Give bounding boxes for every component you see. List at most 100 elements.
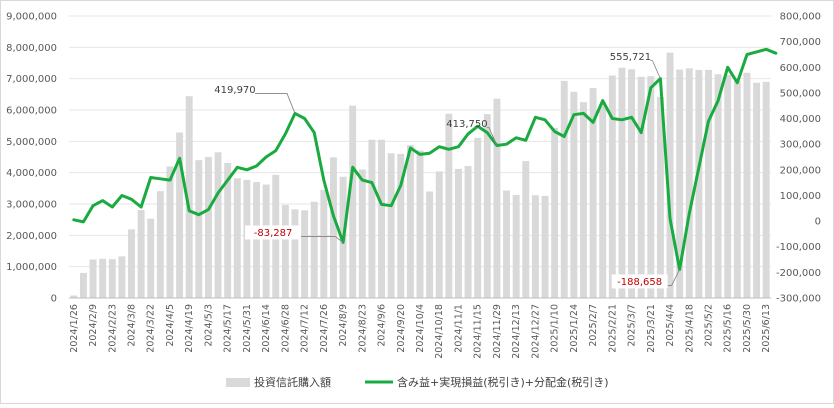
bar — [551, 128, 558, 298]
legend-label-bar: 投資信託購入額 — [254, 375, 331, 389]
legend-label-line: 含み益+実現損益(税引き)+分配金(税引き) — [397, 375, 609, 389]
right-tick-label: 700,000 — [780, 37, 821, 48]
right-tick-label: -300,000 — [776, 294, 821, 305]
x-tick-label: 2025/1/24 — [569, 304, 580, 353]
bar — [292, 209, 299, 298]
x-tick-label: 2025/4/18 — [684, 304, 695, 353]
legend-swatch-bar — [226, 378, 250, 387]
bar — [263, 185, 270, 298]
x-tick-label: 2024/1/26 — [69, 304, 80, 353]
x-tick-label: 2024/11/1 — [453, 304, 464, 353]
x-tick-label: 2025/2/21 — [607, 304, 618, 353]
right-y-axis: -300,000-200,000-100,0000100,000200,0003… — [776, 12, 821, 305]
x-tick-label: 2024/8/23 — [357, 304, 368, 353]
x-tick-label: 2025/5/16 — [723, 304, 734, 353]
bar — [484, 114, 491, 298]
x-tick-label: 2025/3/7 — [627, 304, 638, 347]
bar — [542, 196, 549, 298]
bar — [90, 259, 97, 298]
bar — [359, 170, 366, 298]
bar — [513, 195, 520, 298]
left-tick-label: 3,000,000 — [6, 200, 57, 211]
bar — [330, 157, 337, 298]
callout-label: 555,721 — [610, 52, 651, 63]
left-tick-label: 7,000,000 — [6, 74, 57, 85]
x-tick-label: 2024/7/26 — [319, 304, 330, 353]
bar — [109, 259, 116, 298]
bar — [234, 178, 241, 298]
x-tick-label: 2024/6/14 — [261, 304, 272, 353]
bar — [282, 205, 289, 298]
right-tick-label: 800,000 — [780, 12, 821, 23]
x-tick-label: 2024/5/31 — [242, 304, 253, 353]
x-tick-label: 2025/3/21 — [646, 304, 657, 353]
x-tick-label: 2024/9/6 — [377, 304, 388, 347]
bar — [503, 191, 510, 298]
x-tick-label: 2024/4/19 — [184, 304, 195, 353]
bar — [368, 140, 375, 298]
bar — [80, 273, 87, 298]
bar — [474, 138, 481, 298]
x-tick-label: 2025/4/4 — [665, 304, 676, 347]
callout-label: -83,287 — [254, 228, 293, 239]
bar — [647, 76, 654, 298]
bar — [445, 114, 452, 298]
bar — [138, 210, 145, 298]
x-tick-label: 2024/3/22 — [146, 304, 157, 353]
bar-series-purchase-amount — [70, 53, 769, 298]
bar — [407, 145, 414, 298]
x-tick-label: 2024/10/18 — [434, 304, 445, 359]
bar — [195, 160, 202, 298]
x-tick-label: 2024/11/15 — [473, 304, 484, 359]
bar — [436, 171, 443, 298]
right-tick-label: 0 — [815, 217, 821, 228]
left-tick-label: 9,000,000 — [6, 12, 57, 23]
bar — [320, 190, 327, 298]
right-tick-label: -100,000 — [776, 242, 821, 253]
right-tick-label: 600,000 — [780, 63, 821, 74]
right-tick-label: -200,000 — [776, 268, 821, 279]
x-tick-label: 2024/2/9 — [88, 304, 99, 347]
right-tick-label: 400,000 — [780, 114, 821, 125]
right-tick-label: 100,000 — [780, 191, 821, 202]
x-tick-label: 2024/3/8 — [127, 304, 138, 347]
x-tick-label: 2024/7/12 — [300, 304, 311, 353]
bar — [215, 152, 222, 298]
bar — [734, 81, 741, 298]
legend: 投資信託購入額 含み益+実現損益(税引き)+分配金(税引き) — [226, 375, 609, 389]
bar — [349, 106, 356, 298]
callout-label: -188,658 — [617, 277, 662, 288]
right-tick-label: 500,000 — [780, 88, 821, 99]
bar — [388, 153, 395, 298]
bar — [253, 182, 260, 298]
x-tick-label: 2025/2/7 — [588, 304, 599, 347]
bar — [763, 82, 770, 298]
x-tick-label: 2024/5/3 — [203, 304, 214, 347]
bar — [205, 157, 212, 298]
bar — [532, 195, 539, 298]
bar — [493, 99, 500, 298]
bar — [311, 202, 318, 298]
x-tick-label: 2025/5/2 — [703, 304, 714, 347]
left-y-axis: 01,000,0002,000,0003,000,0004,000,0005,0… — [6, 12, 57, 305]
callout-label: 413,750 — [446, 119, 487, 130]
bar — [609, 76, 616, 298]
bar — [618, 68, 625, 298]
bar — [743, 73, 750, 298]
bar — [128, 229, 135, 298]
bar — [455, 169, 462, 298]
left-tick-label: 6,000,000 — [6, 106, 57, 117]
bar — [753, 83, 760, 298]
x-tick-label: 2024/5/17 — [223, 304, 234, 353]
left-tick-label: 1,000,000 — [6, 262, 57, 273]
right-tick-label: 300,000 — [780, 140, 821, 151]
left-tick-label: 2,000,000 — [6, 231, 57, 242]
x-tick-label: 2025/5/30 — [742, 304, 753, 353]
x-tick-label: 2024/6/28 — [280, 304, 291, 353]
bar — [378, 140, 385, 298]
left-tick-label: 8,000,000 — [6, 43, 57, 54]
bar — [705, 70, 712, 298]
